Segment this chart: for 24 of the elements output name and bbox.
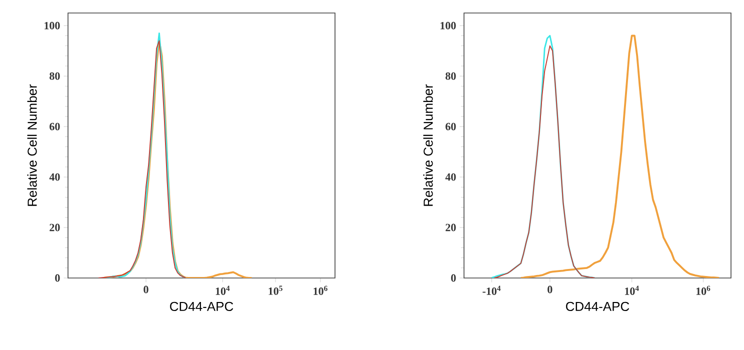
y-tick-label: 40 (49, 173, 60, 181)
x-tick-label: 10$^{4}$ (625, 286, 639, 295)
x-tick-label: 10$^{6}$ (696, 286, 710, 295)
y-tick-label: 0 (55, 274, 60, 282)
y-tick-label: 60 (446, 122, 456, 130)
x-tick-label: 0 (144, 286, 148, 294)
y-tick-label: 80 (446, 72, 456, 80)
y-tick-label: 100 (440, 22, 456, 30)
y-tick-label: 80 (50, 72, 60, 80)
y-axis-title: Relative Cell Number (27, 84, 37, 206)
y-tick-label: 20 (446, 224, 456, 232)
x-axis-title: CD44-APC (170, 302, 234, 312)
y-tick-label: 60 (50, 122, 60, 130)
y-tick-label: 100 (44, 22, 60, 30)
x-tick-label: 10$^{6}$ (314, 286, 328, 295)
y-tick-label: 20 (50, 224, 60, 232)
x-axis-title: CD44-APC (566, 302, 630, 312)
y-axis-title: Relative Cell Number (423, 84, 433, 206)
x-tick-label: -10$^{4}$ (482, 286, 501, 295)
y-tick-label: 0 (451, 274, 456, 282)
x-tick-label: 10$^{4}$ (216, 286, 230, 295)
x-tick-label: 0 (548, 286, 552, 294)
y-tick-label: 40 (445, 173, 456, 181)
x-tick-label: 10$^{5}$ (268, 286, 282, 295)
